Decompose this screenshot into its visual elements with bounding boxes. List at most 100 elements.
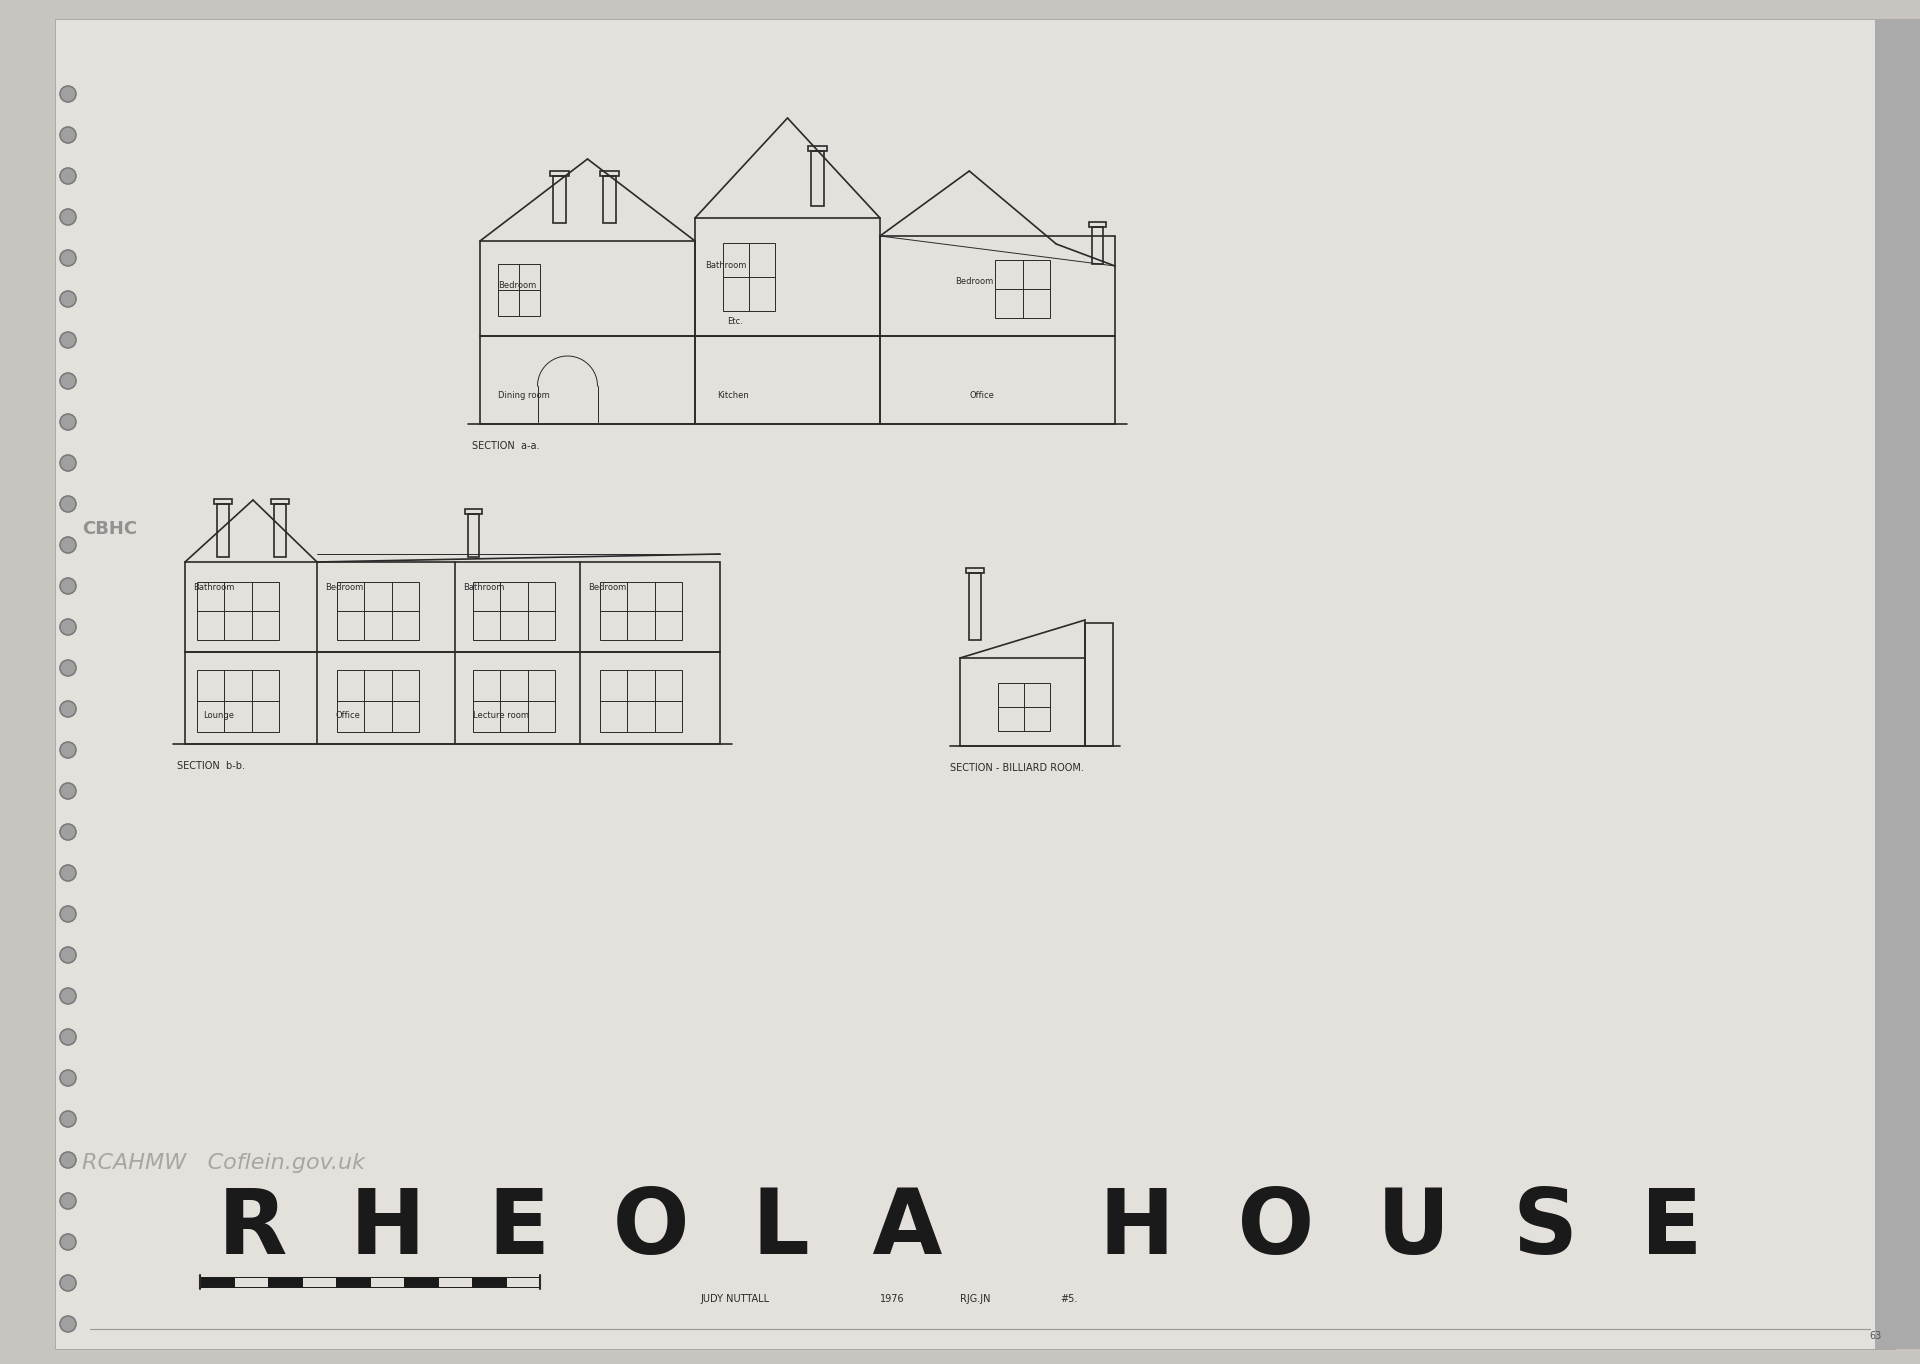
Bar <box>970 573 981 640</box>
Bar <box>467 514 478 557</box>
Bar <box>403 1277 438 1288</box>
Bar <box>695 336 879 424</box>
Circle shape <box>60 1234 77 1249</box>
Text: SECTION  a-a.: SECTION a-a. <box>472 441 540 451</box>
Text: Etc.: Etc. <box>728 316 743 326</box>
Bar <box>603 176 616 222</box>
Circle shape <box>60 415 77 430</box>
Circle shape <box>60 1275 77 1290</box>
Circle shape <box>60 496 77 512</box>
Bar <box>1085 623 1114 746</box>
Text: Bathroom: Bathroom <box>194 582 234 592</box>
Circle shape <box>60 824 77 840</box>
Bar <box>338 582 419 640</box>
Circle shape <box>60 127 77 143</box>
Bar <box>995 261 1050 318</box>
Bar <box>213 499 232 505</box>
Circle shape <box>60 372 77 389</box>
Bar <box>879 236 1116 336</box>
Bar <box>1876 19 1920 1349</box>
Text: 1976: 1976 <box>879 1294 904 1304</box>
Bar <box>966 567 983 573</box>
Text: Lounge: Lounge <box>204 712 234 720</box>
Bar <box>275 505 286 557</box>
Text: Bedroom: Bedroom <box>324 582 363 592</box>
Bar <box>998 683 1050 731</box>
Circle shape <box>60 783 77 799</box>
Bar <box>960 657 1085 746</box>
Circle shape <box>60 331 77 348</box>
Text: RJG.JN: RJG.JN <box>960 1294 991 1304</box>
Bar <box>724 243 776 311</box>
Text: Office: Office <box>970 391 995 401</box>
Circle shape <box>60 209 77 225</box>
Circle shape <box>60 865 77 881</box>
Circle shape <box>60 619 77 636</box>
Text: R  H  E  O  L  A     H  O  U  S  E: R H E O L A H O U S E <box>217 1185 1703 1273</box>
Circle shape <box>60 947 77 963</box>
Circle shape <box>60 86 77 102</box>
Circle shape <box>60 660 77 677</box>
Bar <box>438 1277 472 1288</box>
Circle shape <box>60 701 77 717</box>
Bar <box>1089 222 1106 226</box>
Bar <box>338 670 419 732</box>
Text: JUDY NUTTALL: JUDY NUTTALL <box>701 1294 770 1304</box>
Bar <box>549 170 568 176</box>
Bar <box>879 336 1116 424</box>
Bar <box>808 146 828 151</box>
Circle shape <box>60 906 77 922</box>
Text: Lecture room: Lecture room <box>472 712 530 720</box>
Circle shape <box>60 1316 77 1333</box>
Bar <box>336 1277 371 1288</box>
Circle shape <box>60 1153 77 1168</box>
Bar <box>599 170 618 176</box>
Circle shape <box>60 742 77 758</box>
Text: Office: Office <box>334 712 359 720</box>
Bar <box>198 670 278 732</box>
Bar <box>472 670 555 732</box>
Text: Bathroom: Bathroom <box>705 262 747 270</box>
Bar <box>480 241 695 336</box>
Circle shape <box>60 168 77 184</box>
Circle shape <box>60 578 77 593</box>
Bar <box>472 1277 507 1288</box>
Bar <box>184 562 720 652</box>
Bar <box>217 505 228 557</box>
Bar <box>507 1277 540 1288</box>
Bar <box>810 151 824 206</box>
Text: #5.: #5. <box>1060 1294 1077 1304</box>
Bar <box>271 499 290 505</box>
Text: Bedroom: Bedroom <box>497 281 536 291</box>
Text: Bedroom: Bedroom <box>588 582 626 592</box>
Bar <box>480 336 695 424</box>
Bar <box>465 509 482 514</box>
Text: Dining room: Dining room <box>497 391 549 401</box>
Bar <box>599 670 682 732</box>
Circle shape <box>60 537 77 552</box>
Bar <box>497 265 540 316</box>
Bar <box>1091 226 1102 265</box>
Bar <box>472 582 555 640</box>
Circle shape <box>60 1112 77 1127</box>
Circle shape <box>60 1028 77 1045</box>
Bar <box>184 652 720 743</box>
Bar <box>301 1277 336 1288</box>
Text: Bedroom: Bedroom <box>954 277 993 285</box>
Bar <box>695 218 879 336</box>
Text: SECTION  b-b.: SECTION b-b. <box>177 761 246 771</box>
Bar <box>553 176 566 222</box>
Circle shape <box>60 988 77 1004</box>
Bar <box>234 1277 269 1288</box>
Text: CBHC: CBHC <box>83 520 136 537</box>
Text: RCAHMW   Coflein.gov.uk: RCAHMW Coflein.gov.uk <box>83 1153 365 1173</box>
Circle shape <box>60 1194 77 1209</box>
Circle shape <box>60 456 77 471</box>
Text: SECTION - BILLIARD ROOM.: SECTION - BILLIARD ROOM. <box>950 762 1085 773</box>
Circle shape <box>60 291 77 307</box>
Bar <box>599 582 682 640</box>
Bar <box>371 1277 403 1288</box>
Circle shape <box>60 250 77 266</box>
Text: 63: 63 <box>1868 1331 1882 1341</box>
Circle shape <box>60 1069 77 1086</box>
